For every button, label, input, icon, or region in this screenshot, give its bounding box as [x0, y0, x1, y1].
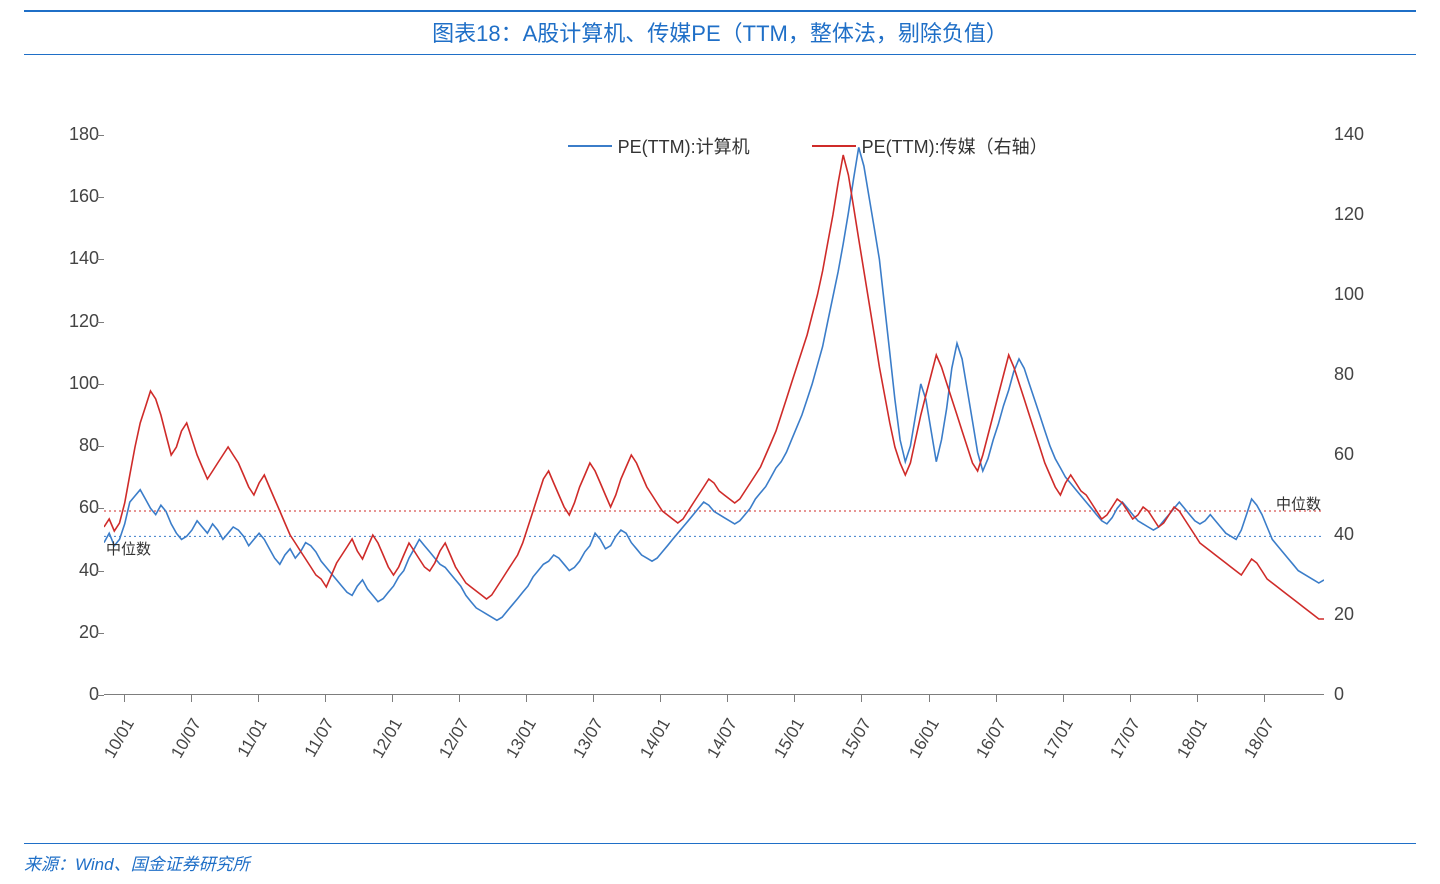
chart-title-bar: 图表18：A股计算机、传媒PE（TTM，整体法，剔除负值）: [24, 10, 1416, 55]
x-tick-label: 15/07: [838, 715, 877, 762]
x-tick-label: 10/01: [100, 715, 139, 762]
y-tick-mark-left: [97, 384, 104, 385]
x-tick-label: 18/07: [1240, 715, 1279, 762]
x-tick-mark: [660, 695, 661, 702]
x-tick-mark: [392, 695, 393, 702]
y-tick-right: 140: [1334, 124, 1379, 145]
x-tick-mark: [1264, 695, 1265, 702]
y-tick-right: 120: [1334, 204, 1379, 225]
y-tick-left: 160: [54, 186, 99, 207]
median-label-text: 中位数: [106, 538, 151, 559]
x-tick-mark: [794, 695, 795, 702]
y-tick-left: 100: [54, 373, 99, 394]
x-tick-mark: [861, 695, 862, 702]
y-tick-left: 0: [54, 684, 99, 705]
y-tick-right: 0: [1334, 684, 1379, 705]
y-tick-mark-left: [97, 633, 104, 634]
y-tick-mark-left: [97, 446, 104, 447]
median-label-text: 中位数: [1276, 493, 1321, 514]
x-tick-label: 13/01: [503, 715, 542, 762]
legend-label: PE(TTM):计算机: [618, 133, 750, 159]
x-tick-mark: [526, 695, 527, 702]
y-tick-left: 80: [54, 435, 99, 456]
x-tick-mark: [929, 695, 930, 702]
legend-label: PE(TTM):传媒（右轴）: [862, 133, 1048, 159]
chart-title: 图表18：A股计算机、传媒PE（TTM，整体法，剔除负值）: [24, 16, 1416, 48]
x-tick-mark: [191, 695, 192, 702]
y-tick-right: 60: [1334, 444, 1379, 465]
x-tick-mark: [1063, 695, 1064, 702]
y-tick-mark-left: [97, 322, 104, 323]
y-tick-right: 20: [1334, 604, 1379, 625]
x-tick-mark: [1197, 695, 1198, 702]
x-tick-label: 17/07: [1106, 715, 1145, 762]
y-tick-left: 40: [54, 560, 99, 581]
y-tick-left: 140: [54, 248, 99, 269]
x-tick-label: 14/01: [637, 715, 676, 762]
x-tick-label: 18/01: [1173, 715, 1212, 762]
x-tick-label: 12/07: [436, 715, 475, 762]
source-bar: 来源：Wind、国金证券研究所: [24, 843, 1416, 875]
x-tick-label: 16/01: [905, 715, 944, 762]
y-tick-left: 120: [54, 311, 99, 332]
x-tick-label: 11/01: [234, 715, 272, 761]
x-tick-mark: [258, 695, 259, 702]
x-tick-label: 12/01: [369, 715, 408, 762]
legend-item: PE(TTM):传媒（右轴）: [812, 133, 1048, 159]
y-tick-mark-left: [97, 135, 104, 136]
x-tick-mark: [1130, 695, 1131, 702]
x-tick-label: 11/07: [301, 715, 339, 761]
legend-swatch: [812, 145, 856, 147]
series-line: [104, 155, 1324, 619]
y-tick-mark-left: [97, 571, 104, 572]
y-tick-mark-left: [97, 197, 104, 198]
chart-container: 0 20 40 60 80 100 120 140 160 180 0 20 40 60 80 100 120…: [24, 75, 1404, 835]
y-tick-left: 60: [54, 497, 99, 518]
x-tick-mark: [124, 695, 125, 702]
legend-item: PE(TTM):计算机: [568, 133, 750, 159]
x-tick-mark: [593, 695, 594, 702]
y-tick-right: 100: [1334, 284, 1379, 305]
plot-area: [104, 135, 1324, 695]
y-tick-left: 180: [54, 124, 99, 145]
y-tick-left: 20: [54, 622, 99, 643]
y-tick-mark-left: [97, 508, 104, 509]
x-tick-label: 15/01: [771, 715, 810, 762]
y-tick-mark-left: [97, 695, 104, 696]
x-tick-mark: [459, 695, 460, 702]
y-tick-right: 80: [1334, 364, 1379, 385]
x-tick-label: 16/07: [972, 715, 1011, 762]
legend-swatch: [568, 145, 612, 147]
x-tick-label: 17/01: [1039, 715, 1078, 762]
source-text: 来源：Wind、国金证券研究所: [24, 850, 1416, 875]
x-tick-mark: [727, 695, 728, 702]
x-tick-label: 14/07: [704, 715, 743, 762]
x-tick-label: 13/07: [570, 715, 609, 762]
series-line: [104, 147, 1324, 620]
chart-svg: [104, 135, 1324, 695]
y-tick-mark-left: [97, 259, 104, 260]
x-tick-mark: [996, 695, 997, 702]
x-tick-mark: [325, 695, 326, 702]
x-tick-label: 10/07: [167, 715, 206, 762]
y-tick-right: 40: [1334, 524, 1379, 545]
